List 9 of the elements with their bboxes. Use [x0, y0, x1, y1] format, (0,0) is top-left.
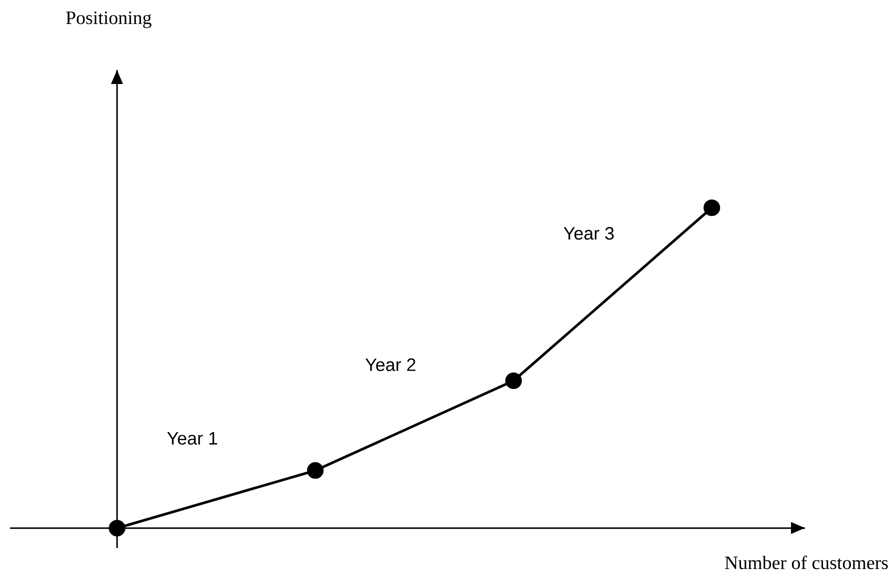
annotation: Year 1	[167, 432, 218, 445]
point	[704, 199, 720, 216]
point	[307, 462, 324, 479]
x-axis-title: Number of customers	[725, 556, 888, 570]
annotation: Year 2	[365, 358, 416, 372]
text: Positioning	[66, 11, 152, 28]
point	[108, 520, 126, 536]
annotation: Year 3	[564, 227, 614, 240]
point	[505, 372, 522, 390]
